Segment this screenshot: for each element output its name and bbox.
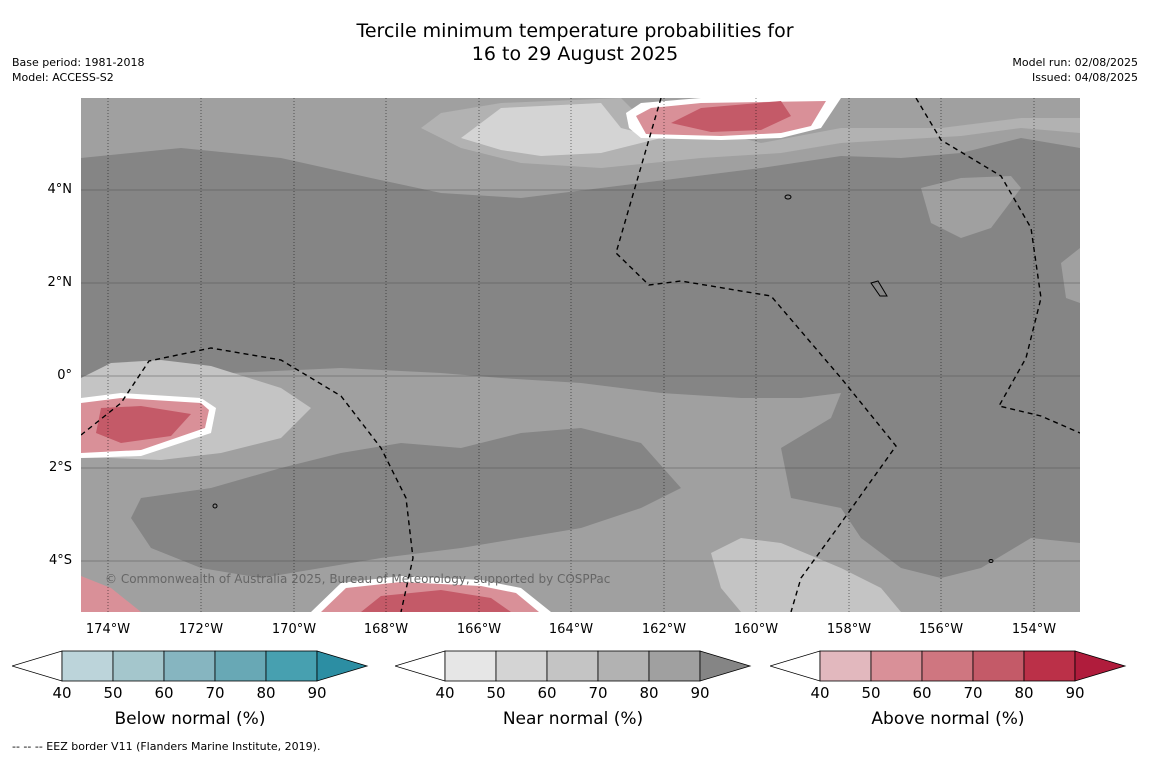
title-line-1: Tercile minimum temperature probabilitie… (356, 20, 794, 42)
colorbar-tick-label: 90 (690, 684, 710, 702)
colorbar-swatch (214, 650, 267, 682)
colorbar-below (12, 650, 369, 682)
colorbar-tick-label: 90 (1065, 684, 1085, 702)
lat-label-2s: 2°S (48, 460, 72, 475)
lon-label-158w: 158°W (826, 622, 872, 637)
colorbar-tick-label: 50 (103, 684, 123, 702)
colorbar-tick-label: 50 (486, 684, 506, 702)
island-4 (988, 559, 994, 563)
eez-border-east (915, 97, 1081, 434)
colorbar-swatch (495, 650, 548, 682)
meta-right: Model run: 02/08/2025 Issued: 04/08/2025 (1012, 55, 1138, 85)
lon-label-170w: 170°W (271, 622, 317, 637)
colorbar-swatch (597, 650, 650, 682)
lon-label-160w: 160°W (733, 622, 779, 637)
colorbar-tick-label: 80 (1014, 684, 1034, 702)
island-2 (870, 280, 888, 297)
above-west-inner (96, 406, 191, 443)
lat-label-4s: 4°S (48, 553, 72, 568)
colorbar-extend-high (699, 650, 752, 682)
colorbar-tick-label: 40 (810, 684, 830, 702)
lon-label-166w: 166°W (456, 622, 502, 637)
colorbar-swatch (61, 650, 114, 682)
colorbar-tick-label: 60 (154, 684, 174, 702)
island-1 (784, 194, 792, 200)
colorbar-tick-label: 40 (435, 684, 455, 702)
colorbar-extend-high (1074, 650, 1127, 682)
latitude-gridlines (81, 189, 1080, 562)
colorbar-tick-label: 80 (256, 684, 276, 702)
colorbar-swatch (112, 650, 165, 682)
colorbar-extend-high (316, 650, 369, 682)
region-south-light (711, 538, 901, 612)
colorbar-extend-low (395, 650, 446, 682)
above-south-inner (361, 590, 511, 612)
region-ne-patch (921, 176, 1021, 238)
lon-label-162w: 162°W (641, 622, 687, 637)
colorbar-above (770, 650, 1127, 682)
colorbar-above-label: Above normal (%) (871, 709, 1025, 729)
model-run: Model run: 02/08/2025 (1012, 56, 1138, 69)
base-period: Base period: 1981-2018 (12, 56, 145, 69)
colorbar-tick-label: 40 (52, 684, 72, 702)
lon-label-174w: 174°W (85, 622, 131, 637)
colorbar-tick-label: 70 (963, 684, 983, 702)
probability-map (80, 97, 1081, 613)
meta-left: Base period: 1981-2018 Model: ACCESS-S2 (12, 55, 144, 85)
issued-date: Issued: 04/08/2025 (1031, 71, 1138, 84)
lon-label-154w: 154°W (1011, 622, 1057, 637)
model-name: Model: ACCESS-S2 (12, 71, 114, 84)
colorbar-swatch (1023, 650, 1076, 682)
colorbar-tick-label: 60 (912, 684, 932, 702)
colorbar-swatch (546, 650, 599, 682)
lon-label-168w: 168°W (363, 622, 409, 637)
colorbar-extend-low (770, 650, 821, 682)
colorbar-swatch (444, 650, 497, 682)
above-sw-corner (81, 576, 141, 612)
colorbar-tick-label: 60 (537, 684, 557, 702)
lat-label-2n: 2°N (47, 275, 73, 290)
eez-border-west (80, 347, 414, 613)
lat-label-4n: 4°N (47, 182, 73, 197)
colorbar-swatch (972, 650, 1025, 682)
colorbar-near-label: Near normal (%) (502, 709, 644, 729)
region-top-light (461, 103, 661, 156)
colorbar-swatch (163, 650, 216, 682)
colorbar-swatch (870, 650, 923, 682)
island-3 (212, 503, 218, 509)
map-svg (80, 97, 1081, 613)
copyright-text: © Commonwealth of Australia 2025, Bureau… (105, 572, 611, 586)
colorbar-below-label: Below normal (%) (114, 709, 266, 729)
colorbar-tick-label: 50 (861, 684, 881, 702)
colorbar-tick-label: 80 (639, 684, 659, 702)
title-line-2: 16 to 29 August 2025 (471, 43, 679, 65)
colorbar-extend-low (12, 650, 63, 682)
colorbar-swatch (819, 650, 872, 682)
footnote-eez: -- -- -- EEZ border V11 (Flanders Marine… (12, 740, 321, 753)
lat-label-0: 0° (57, 368, 72, 383)
lon-label-172w: 172°W (178, 622, 224, 637)
above-north-inner (671, 101, 791, 132)
colorbar-tick-label: 70 (588, 684, 608, 702)
colorbar-swatch (648, 650, 701, 682)
region-east-patch (1061, 248, 1080, 303)
map-title: Tercile minimum temperature probabilitie… (0, 20, 1150, 66)
colorbar-near (395, 650, 752, 682)
eez-border-central (615, 97, 897, 613)
colorbar-tick-label: 90 (307, 684, 327, 702)
lon-label-164w: 164°W (548, 622, 594, 637)
colorbar-swatch (265, 650, 318, 682)
lon-label-156w: 156°W (918, 622, 964, 637)
colorbar-swatch (921, 650, 974, 682)
colorbar-tick-label: 70 (205, 684, 225, 702)
